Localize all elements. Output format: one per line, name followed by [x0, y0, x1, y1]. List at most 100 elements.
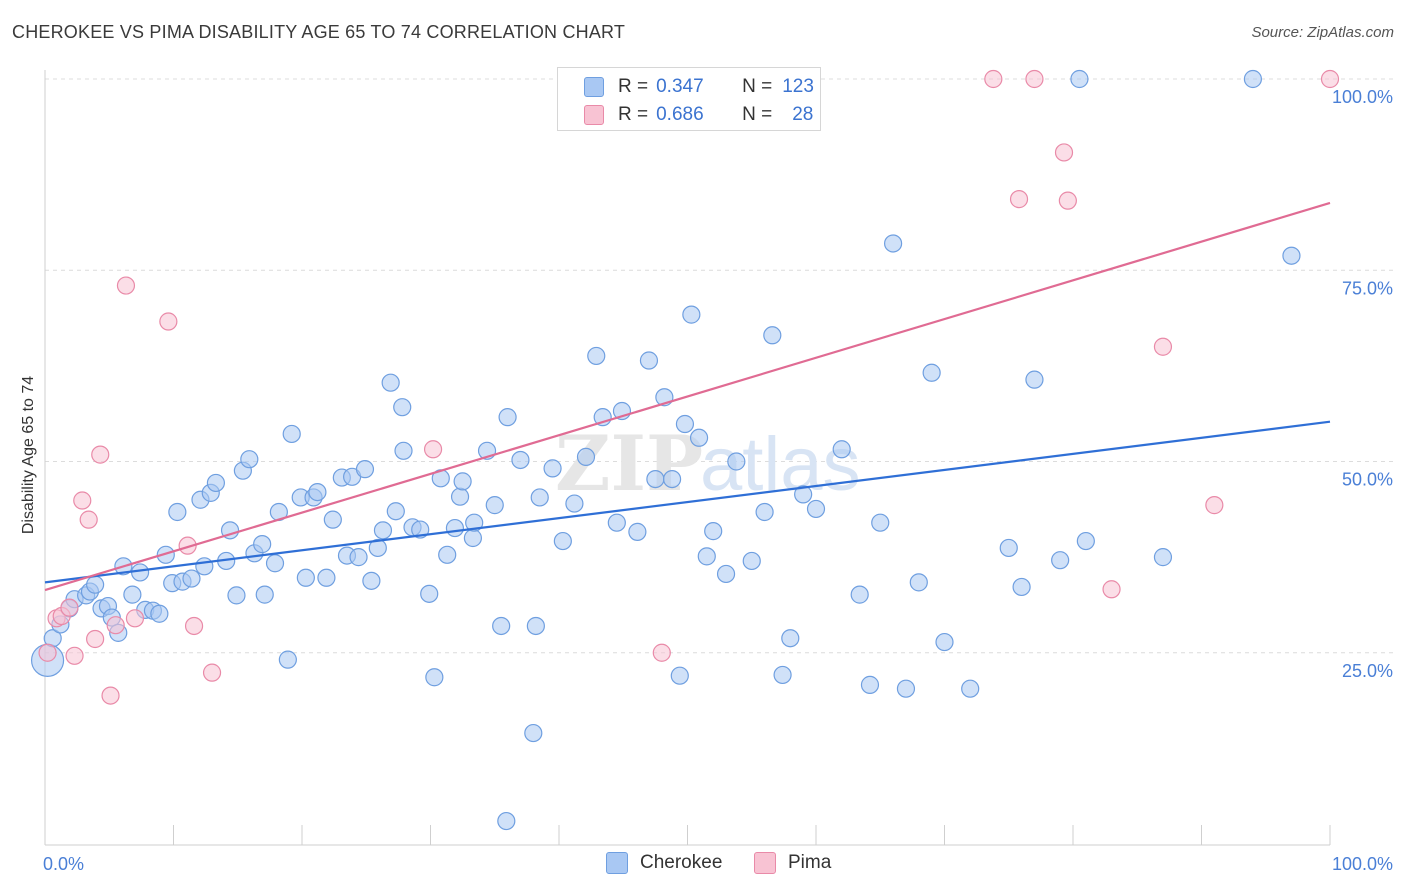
cherokee-point: [156, 545, 175, 564]
legend-label-cherokee: Cherokee: [640, 852, 723, 873]
legend-label-pima: Pima: [788, 852, 832, 873]
cherokee-point: [381, 373, 400, 392]
cherokee-point: [485, 496, 504, 515]
cherokee-point: [806, 499, 826, 519]
cherokee-point: [362, 571, 381, 590]
cherokee-point: [565, 494, 584, 513]
cherokee-point: [675, 414, 695, 434]
chart-title: CHEROKEE VS PIMA DISABILITY AGE 65 TO 74…: [12, 22, 626, 42]
cherokee-point: [123, 585, 142, 604]
cherokee-point: [587, 346, 606, 366]
pima-point: [1058, 191, 1077, 210]
pima-point: [101, 686, 120, 705]
y-tick-label: 100.0%: [1332, 87, 1393, 107]
cherokee-point: [492, 616, 511, 636]
cherokee-point: [463, 528, 483, 548]
cherokee-point: [240, 450, 259, 469]
cherokee-point: [386, 502, 405, 521]
cherokee-point: [1243, 69, 1263, 89]
cherokee-point: [1282, 246, 1301, 265]
cherokee-point: [922, 363, 941, 382]
legend-n-label: N =: [742, 104, 773, 125]
cherokee-trend-line: [44, 420, 1331, 584]
cherokee-point: [445, 518, 465, 538]
chart-source: Source: ZipAtlas.com: [1251, 24, 1394, 41]
cherokee-point: [682, 305, 701, 324]
cherokee-point: [628, 522, 647, 541]
cherokee-point: [394, 441, 413, 460]
pima-point: [1320, 69, 1340, 89]
cherokee-point: [670, 666, 689, 685]
pima-point: [1205, 496, 1224, 515]
legend-item-pima: Pima: [754, 852, 831, 874]
x-tick-label: 100.0%: [1332, 854, 1393, 874]
cherokee-point: [860, 675, 880, 694]
cherokee-point: [543, 459, 562, 478]
pima-point: [116, 276, 136, 295]
y-tick-label: 50.0%: [1342, 470, 1393, 490]
legend-r-label: R =: [618, 76, 649, 97]
legend-r-value: 0.686: [656, 104, 704, 125]
y-tick-label: 25.0%: [1342, 661, 1393, 681]
cherokee-point: [526, 616, 545, 636]
cherokee-point: [576, 447, 596, 467]
cherokee-point: [393, 398, 412, 417]
pima-point: [60, 598, 79, 617]
cherokee-point: [86, 575, 105, 594]
cherokee-point: [639, 351, 659, 370]
cherokee-point: [1070, 69, 1089, 89]
pima-point: [73, 491, 92, 510]
legend-item-cherokee: Cherokee: [606, 852, 722, 874]
pima-point: [125, 609, 145, 628]
cherokee-point: [763, 326, 782, 345]
cherokee-point: [511, 450, 530, 470]
cherokee-point: [130, 563, 150, 582]
cherokee-point: [553, 531, 572, 551]
pima-point: [159, 312, 178, 331]
watermark-zip: ZIP: [555, 419, 703, 508]
cherokee-point: [662, 469, 682, 489]
cherokee-point: [832, 440, 851, 459]
cherokee-point: [961, 679, 980, 698]
cherokee-point: [530, 488, 549, 507]
cherokee-point: [607, 513, 626, 532]
pima-swatch: [754, 852, 776, 874]
cherokee-point: [206, 473, 226, 493]
pima-point: [38, 643, 57, 662]
legend-n-value: 28: [792, 104, 814, 125]
cherokee-point: [368, 538, 387, 558]
cherokee-point: [646, 469, 665, 489]
cherokee-point: [497, 811, 516, 831]
cherokee-point: [195, 557, 214, 576]
cherokee-point: [349, 548, 368, 567]
pima-point: [1009, 190, 1029, 209]
cherokee-point: [773, 665, 792, 685]
cherokee-point: [282, 424, 301, 444]
pima-swatch: [584, 105, 604, 125]
cherokee-point: [420, 584, 439, 603]
cherokee-point: [689, 428, 709, 447]
pima-point: [106, 616, 125, 635]
pima-point: [65, 646, 84, 665]
cherokee-point: [883, 234, 903, 253]
cherokee-point: [742, 551, 761, 571]
legend-row-cherokee: R = 0.347 N = 123: [558, 72, 814, 102]
pima-trend-line: [44, 201, 1331, 592]
cherokee-point: [168, 502, 187, 522]
cherokee-swatch: [584, 77, 604, 97]
cherokee-point: [317, 568, 336, 587]
pima-point: [86, 629, 105, 649]
cherokee-point: [373, 521, 393, 540]
pima-point: [184, 616, 204, 636]
y-tick-label: 75.0%: [1342, 278, 1393, 298]
pima-point: [652, 643, 671, 662]
cherokee-point: [755, 502, 774, 522]
legend-r-value: 0.347: [656, 76, 704, 97]
cherokee-point: [450, 487, 470, 506]
cherokee-point: [1051, 551, 1070, 570]
x-tick-label: 0.0%: [43, 854, 84, 874]
cherokee-point: [150, 604, 169, 623]
cherokee-point: [308, 483, 327, 502]
cherokee-point: [265, 554, 285, 573]
